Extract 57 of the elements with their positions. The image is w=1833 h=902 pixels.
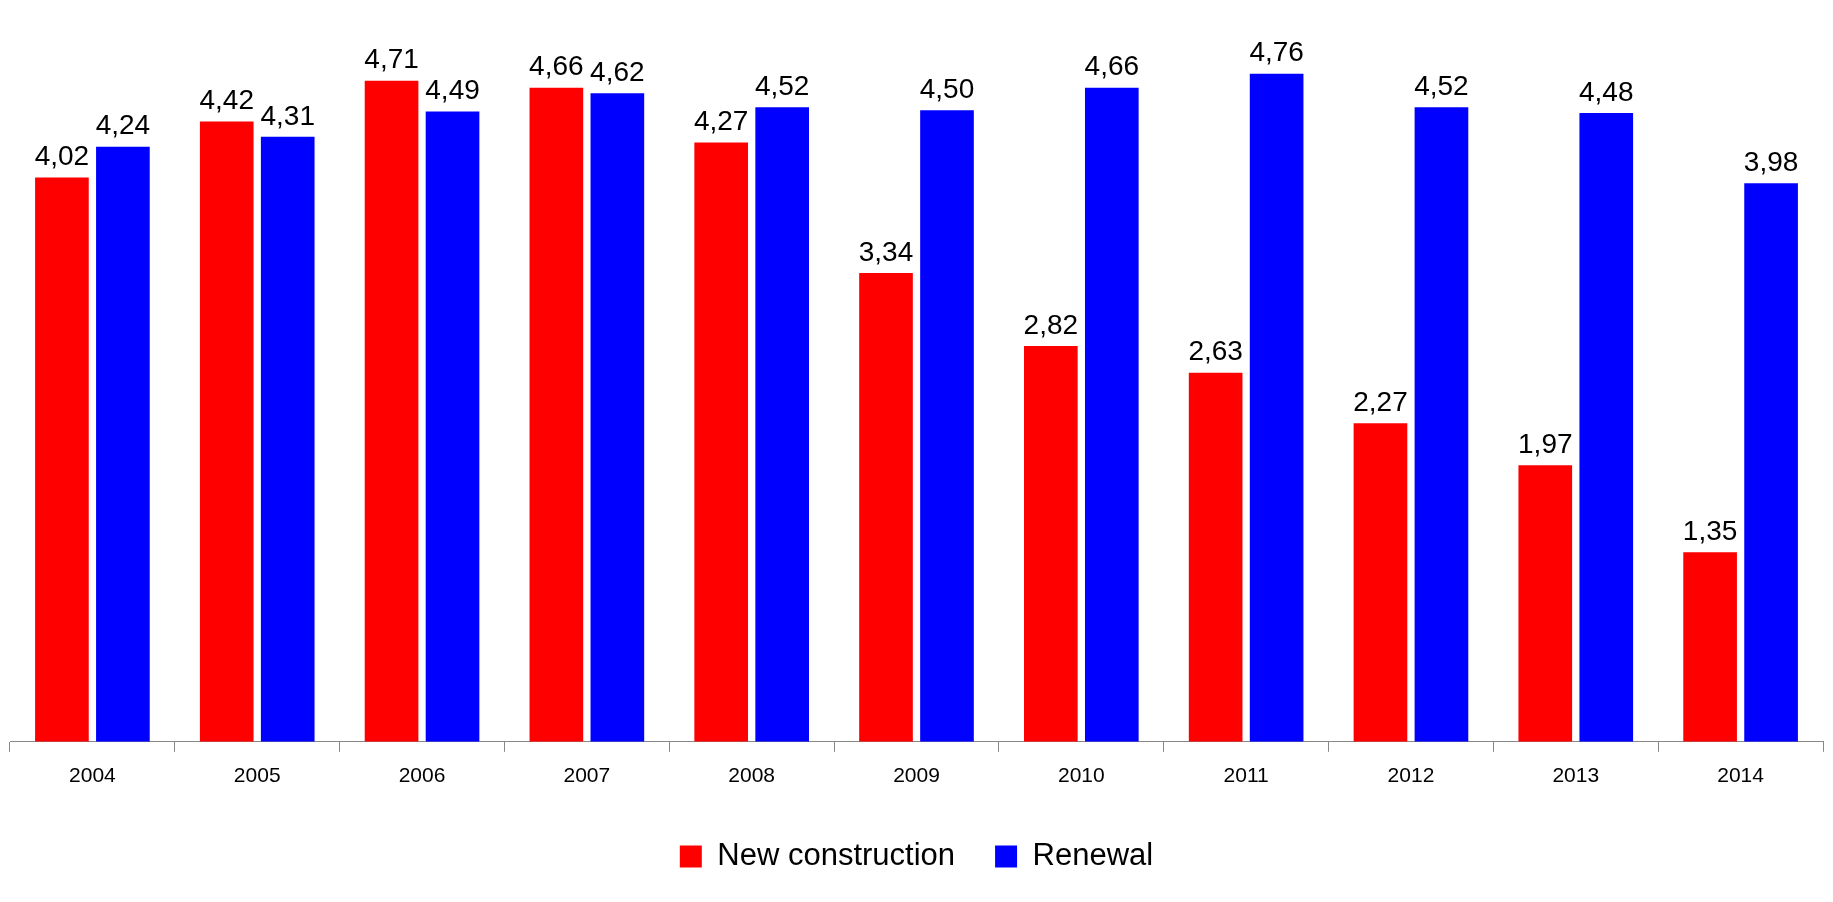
data-label: 4,76: [1249, 36, 1304, 68]
bar: [755, 107, 810, 742]
bar: [1084, 87, 1139, 742]
bar: [35, 177, 89, 742]
bar: [859, 273, 913, 742]
data-label: 4,48: [1579, 75, 1634, 107]
x-tick-label: 2006: [398, 763, 446, 787]
x-tick-label: 2009: [893, 763, 940, 787]
bar: [1744, 183, 1798, 742]
x-tick-label: 2014: [1717, 763, 1765, 787]
x-tick-label: 2007: [563, 763, 611, 787]
data-label: 4,50: [919, 72, 975, 104]
x-tick-label: 2008: [728, 763, 776, 787]
bar: [260, 136, 315, 742]
data-label: 4,27: [693, 105, 749, 137]
x-tick-label: 2013: [1552, 763, 1600, 787]
bar: [1188, 372, 1243, 742]
data-label: 1,35: [1682, 515, 1738, 547]
bar: [529, 87, 584, 742]
data-label: 4,66: [529, 50, 584, 82]
data-label: 4,71: [364, 43, 419, 75]
data-label: 4,24: [95, 109, 151, 141]
legend-label: Renewal: [1032, 837, 1154, 873]
data-label: 4,31: [260, 99, 315, 131]
bar: [1683, 552, 1737, 742]
bar: [1353, 423, 1408, 742]
data-label: 3,98: [1743, 145, 1799, 177]
x-tick-label: 2010: [1057, 763, 1105, 787]
data-label: 4,66: [1084, 50, 1140, 82]
data-label: 2,63: [1188, 335, 1243, 367]
bar: [694, 142, 749, 742]
x-tick-label: 2004: [69, 763, 117, 787]
legend-label: New construction: [717, 837, 956, 873]
data-label: 4,62: [590, 56, 645, 88]
data-label: 2,82: [1023, 308, 1079, 340]
bar: [1023, 345, 1078, 742]
data-label: 1,97: [1518, 428, 1573, 460]
data-label: 2,27: [1353, 385, 1408, 417]
bar: [1249, 73, 1304, 742]
x-tick-label: 2012: [1387, 763, 1435, 787]
bar: [96, 146, 150, 742]
x-tick-label: 2011: [1223, 763, 1269, 787]
bar: [425, 111, 480, 742]
bar: [1518, 465, 1573, 742]
data-label: 4,52: [754, 70, 810, 102]
data-label: 4,49: [425, 74, 480, 106]
bar: [590, 93, 645, 742]
x-tick-label: 2005: [233, 763, 281, 787]
bar: [199, 121, 254, 742]
data-label: 4,02: [34, 140, 90, 172]
bar: [920, 110, 974, 742]
bar: [364, 80, 419, 742]
data-label: 4,42: [199, 84, 254, 116]
bar: [1414, 107, 1469, 742]
data-label: 3,34: [858, 235, 914, 267]
data-label: 4,52: [1414, 70, 1469, 102]
bar: [1579, 112, 1634, 742]
